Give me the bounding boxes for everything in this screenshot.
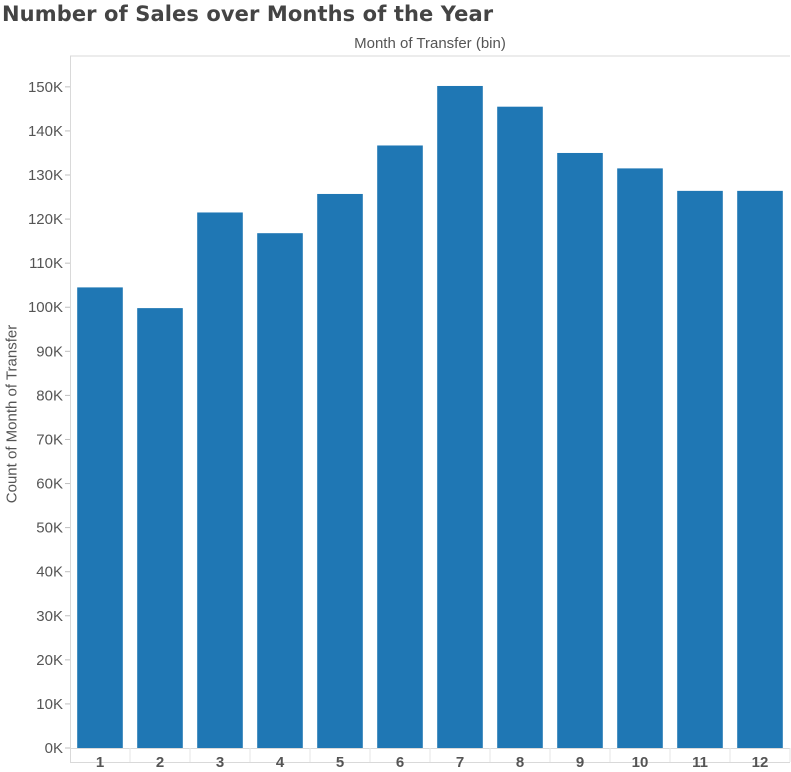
y-tick-label: 40K bbox=[36, 564, 63, 581]
bar-month-8 bbox=[497, 106, 543, 748]
y-tick-label: 60K bbox=[36, 476, 63, 493]
x-tick-label: 6 bbox=[396, 754, 404, 771]
bar-month-7 bbox=[437, 85, 483, 749]
y-tick-label: 30K bbox=[36, 608, 63, 625]
y-axis: 0K 10K 20K 30K 40K 50K 60K 70K 80K 90K 100K 110K 120… bbox=[28, 79, 70, 757]
bar-month-12 bbox=[737, 190, 783, 748]
x-tick-label: 8 bbox=[516, 754, 524, 771]
y-tick-label: 150K bbox=[28, 79, 63, 96]
bar-month-10 bbox=[617, 168, 663, 748]
y-tick-label: 20K bbox=[36, 652, 63, 669]
x-tick-label: 1 bbox=[96, 754, 104, 771]
x-axis-title: Month of Transfer (bin) bbox=[354, 35, 506, 52]
y-tick-label: 110K bbox=[29, 255, 63, 272]
bar-month-2 bbox=[137, 308, 183, 748]
y-tick-label: 100K bbox=[28, 299, 63, 316]
x-tick-label: 4 bbox=[276, 754, 285, 771]
bar-month-9 bbox=[557, 152, 603, 749]
y-tick-label: 90K bbox=[36, 343, 63, 360]
y-tick-label: 70K bbox=[36, 431, 63, 448]
chart-title: Number of Sales over Months of the Year bbox=[2, 2, 494, 26]
y-tick-label: 50K bbox=[36, 520, 63, 537]
x-axis: 1 2 3 4 5 6 7 8 9 10 11 12 bbox=[96, 748, 791, 771]
bar-month-11 bbox=[677, 190, 723, 748]
x-tick-label: 7 bbox=[456, 754, 464, 771]
x-tick-label: 3 bbox=[216, 754, 224, 771]
x-tick-label: 11 bbox=[692, 754, 708, 771]
y-tick-label: 80K bbox=[36, 387, 63, 404]
x-tick-label: 2 bbox=[156, 754, 164, 771]
bars-group bbox=[77, 85, 783, 749]
y-tick-label: 120K bbox=[28, 211, 63, 228]
y-tick-label: 10K bbox=[36, 696, 63, 713]
x-tick-label: 5 bbox=[336, 754, 344, 771]
bar-month-3 bbox=[197, 212, 243, 749]
y-tick-label: 140K bbox=[28, 123, 63, 140]
x-tick-label: 10 bbox=[632, 754, 649, 771]
bar-month-5 bbox=[317, 193, 363, 748]
bar-month-6 bbox=[377, 145, 423, 749]
bar-month-4 bbox=[257, 233, 303, 748]
y-tick-label: 130K bbox=[28, 167, 63, 184]
x-tick-label: 9 bbox=[576, 754, 584, 771]
y-tick-label: 0K bbox=[45, 740, 63, 757]
bar-month-1 bbox=[77, 287, 123, 748]
x-tick-label: 12 bbox=[752, 754, 769, 771]
